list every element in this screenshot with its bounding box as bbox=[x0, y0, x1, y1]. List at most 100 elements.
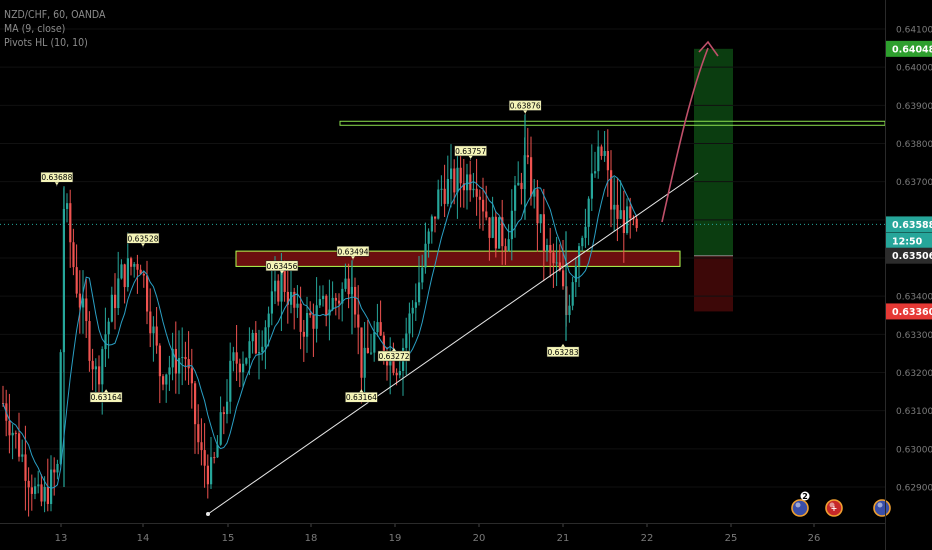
candle bbox=[293, 287, 296, 330]
price-tag-stop[interactable]: 0.63360 bbox=[886, 303, 932, 320]
chart-legend: NZD/CHF, 60, OANDA MA (9, close) Pivots … bbox=[4, 8, 105, 50]
price-tick-label: 0.63300 bbox=[896, 331, 932, 341]
time-tick-label: 14 bbox=[137, 533, 150, 544]
candle bbox=[504, 238, 507, 265]
candle bbox=[606, 129, 609, 197]
candle bbox=[110, 286, 113, 323]
candle bbox=[133, 261, 136, 278]
target-zone[interactable] bbox=[694, 48, 733, 256]
pivot-label-text: 0.63528 bbox=[127, 234, 158, 243]
candle bbox=[162, 374, 165, 391]
candle bbox=[629, 197, 632, 239]
candle bbox=[533, 179, 536, 209]
candle bbox=[181, 327, 184, 386]
candle bbox=[104, 307, 107, 368]
pivot-label-high: 0.63757 bbox=[454, 145, 487, 160]
symbol-title[interactable]: NZD/CHF, 60, OANDA bbox=[4, 9, 106, 21]
candle bbox=[331, 281, 334, 312]
time-tick-label: 20 bbox=[473, 533, 486, 544]
pivot-label-text: 0.63688 bbox=[41, 173, 72, 182]
price-tag-current[interactable]: 0.63588 bbox=[886, 216, 932, 233]
candle bbox=[184, 341, 187, 381]
price-tick-label: 0.63100 bbox=[896, 407, 932, 417]
pivots-indicator-label[interactable]: Pivots HL (10, 10) bbox=[4, 37, 88, 49]
drawings bbox=[206, 40, 719, 516]
candle bbox=[251, 329, 254, 354]
price-tag-target[interactable]: 0.64048 bbox=[886, 40, 932, 57]
candle bbox=[571, 277, 574, 311]
price-tag-text: 0.64048 bbox=[892, 44, 932, 55]
grid bbox=[0, 28, 885, 488]
support-zone[interactable] bbox=[235, 250, 681, 267]
candle bbox=[328, 279, 331, 341]
stop-zone[interactable] bbox=[694, 255, 733, 312]
pivot-label-high: 0.63456 bbox=[265, 260, 299, 275]
pivot-label-text: 0.63164 bbox=[346, 393, 377, 402]
candle bbox=[398, 360, 401, 379]
ma-line bbox=[2, 175, 638, 489]
candle bbox=[482, 177, 485, 231]
candle bbox=[405, 317, 408, 376]
candle bbox=[600, 144, 603, 160]
candle bbox=[158, 343, 161, 404]
candle bbox=[366, 319, 369, 354]
candle bbox=[286, 263, 289, 324]
candle bbox=[146, 260, 149, 325]
candle bbox=[226, 379, 229, 424]
ma-indicator-label[interactable]: MA (9, close) bbox=[4, 23, 66, 35]
price-tick-label: 0.62900 bbox=[896, 484, 932, 494]
trendline[interactable] bbox=[207, 172, 699, 515]
candle bbox=[619, 180, 622, 220]
event-marker-icon[interactable]: + bbox=[825, 499, 843, 517]
pivot-label-low: 0.63164 bbox=[345, 389, 378, 403]
candle bbox=[357, 285, 360, 355]
event-marker-icon[interactable] bbox=[873, 499, 891, 517]
resistance-line[interactable] bbox=[339, 120, 886, 126]
candle bbox=[408, 302, 411, 357]
candle bbox=[107, 317, 110, 359]
candle bbox=[498, 216, 501, 250]
trendline-anchor[interactable] bbox=[206, 512, 210, 516]
candle bbox=[197, 404, 200, 455]
candle bbox=[555, 236, 558, 287]
candle bbox=[213, 451, 216, 464]
candle bbox=[427, 228, 430, 258]
candle bbox=[120, 259, 123, 280]
candle bbox=[453, 159, 456, 205]
price-tick-label: 0.63200 bbox=[896, 369, 932, 379]
price-tick-label: 0.64000 bbox=[896, 64, 932, 74]
candle bbox=[75, 244, 78, 298]
candle bbox=[632, 215, 635, 226]
candle bbox=[549, 227, 552, 278]
time-axis: 13 14 15 18 19 20 21 22 25 26 bbox=[55, 523, 820, 544]
candle bbox=[488, 217, 491, 261]
candle bbox=[168, 355, 171, 391]
moving-average bbox=[2, 175, 638, 489]
candle bbox=[130, 256, 133, 276]
candle bbox=[501, 199, 504, 265]
candle bbox=[450, 144, 453, 208]
candle bbox=[222, 406, 225, 435]
price-axis-divider bbox=[885, 0, 886, 550]
event-marker-icon[interactable]: 2 bbox=[791, 491, 810, 517]
candle bbox=[37, 470, 40, 494]
candle bbox=[626, 198, 629, 235]
price-tag-entry[interactable]: 0.63506 bbox=[886, 247, 932, 264]
candle bbox=[190, 348, 193, 409]
candle bbox=[101, 346, 104, 415]
candle bbox=[469, 160, 472, 202]
candle bbox=[494, 211, 497, 258]
pivot-label-low: 0.63164 bbox=[89, 389, 123, 403]
candle bbox=[318, 285, 321, 308]
pivot-label-low: 0.63272 bbox=[377, 348, 411, 362]
price-tag-text: 0.63360 bbox=[892, 307, 932, 318]
price-tag-countdown[interactable]: 12:50 bbox=[886, 232, 932, 249]
candle bbox=[485, 185, 488, 221]
projection-arrow[interactable] bbox=[661, 47, 709, 223]
candle bbox=[261, 330, 264, 361]
pivot-label-text: 0.63283 bbox=[547, 348, 578, 357]
candle bbox=[539, 214, 542, 233]
candle bbox=[446, 155, 449, 207]
